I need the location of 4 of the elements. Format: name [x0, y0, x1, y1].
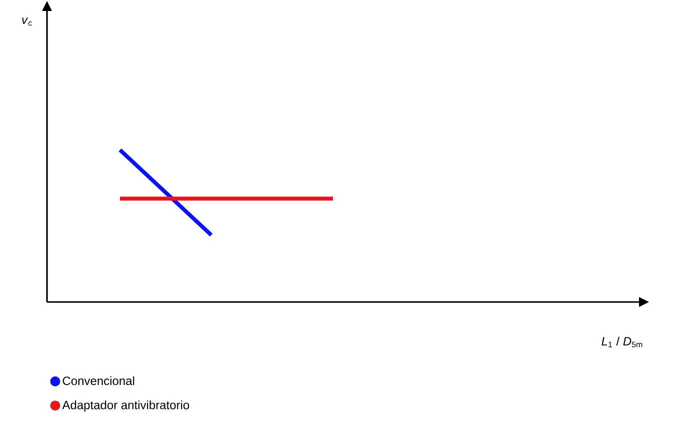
legend-label: Adaptador antivibratorio: [62, 400, 190, 412]
text: L$_{1}$ / D$_{5m}$: [602, 336, 642, 348]
text: v$_{c}$: [22, 18, 32, 26]
legend-label: Convencional: [62, 376, 134, 386]
